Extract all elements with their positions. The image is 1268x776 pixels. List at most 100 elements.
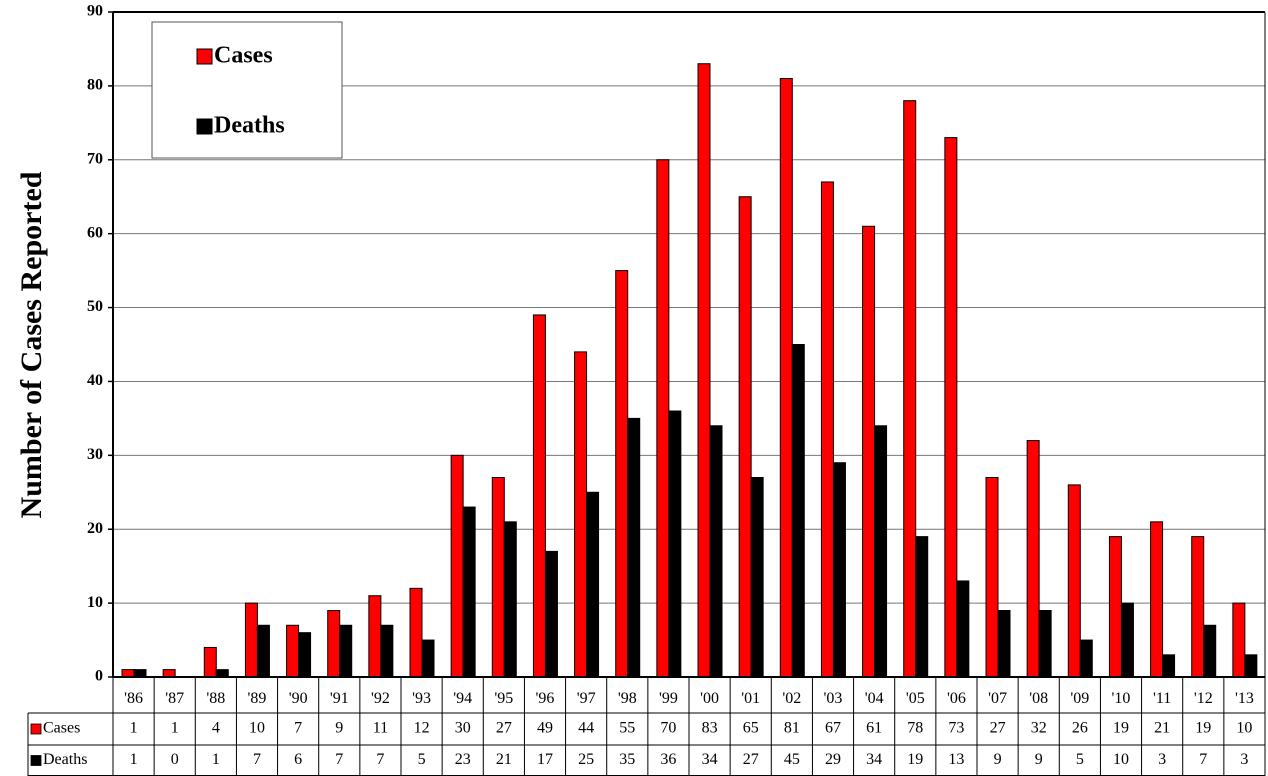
table-value: 6	[294, 751, 302, 768]
table-value: 10	[1236, 720, 1252, 737]
bar	[832, 462, 846, 678]
x-tick-label: '13	[1235, 690, 1254, 707]
bar	[1079, 639, 1093, 678]
bar	[450, 454, 464, 678]
bar	[1232, 602, 1246, 678]
table-value: 78	[907, 720, 923, 737]
bar	[256, 624, 270, 678]
table-value: 27	[990, 720, 1006, 737]
bar	[709, 425, 723, 678]
bar	[750, 477, 764, 678]
y-tick-label: 20	[87, 520, 103, 537]
bar	[1108, 536, 1122, 678]
table-value: 12	[414, 720, 430, 737]
table-value: 7	[376, 751, 384, 768]
bar	[615, 270, 629, 678]
bar	[462, 506, 476, 678]
y-tick-label: 0	[95, 668, 103, 685]
bar	[1191, 536, 1205, 678]
bar	[133, 669, 147, 678]
table-value: 11	[373, 720, 388, 737]
x-tick-label: '90	[289, 690, 308, 707]
table-legend-key	[30, 723, 42, 735]
table-value: 27	[743, 751, 759, 768]
table-value: 67	[825, 720, 841, 737]
x-tick-label: '98	[618, 690, 637, 707]
bar	[215, 669, 229, 678]
bar	[368, 595, 382, 678]
bar	[874, 425, 888, 678]
x-tick-label: '91	[330, 690, 349, 707]
table-value: 49	[537, 720, 553, 737]
table-value: 7	[335, 751, 343, 768]
table-value: 44	[578, 720, 594, 737]
y-tick-label: 80	[87, 77, 103, 94]
bar	[286, 624, 300, 678]
bar	[380, 624, 394, 678]
x-tick-label: '08	[1029, 690, 1048, 707]
x-tick-label: '94	[453, 690, 472, 707]
x-tick-label: '03	[824, 690, 843, 707]
table-value: 3	[1240, 751, 1248, 768]
table-value: 0	[171, 751, 179, 768]
y-tick-label: 40	[87, 372, 103, 389]
x-tick-label: '92	[371, 690, 390, 707]
bar	[1038, 610, 1052, 678]
table-value: 13	[948, 751, 964, 768]
bar	[1203, 624, 1217, 678]
bar	[956, 580, 970, 678]
x-tick-label: '12	[1194, 690, 1213, 707]
bar	[503, 521, 517, 678]
x-tick-label: '87	[165, 690, 184, 707]
table-value: 21	[1154, 720, 1170, 737]
bar	[1026, 440, 1040, 678]
legend-box	[151, 21, 343, 159]
x-tick-label: '06	[947, 690, 966, 707]
bar	[244, 602, 258, 678]
bar	[697, 63, 711, 678]
table-value: 30	[455, 720, 471, 737]
table-value: 9	[1035, 751, 1043, 768]
x-tick-label: '97	[577, 690, 596, 707]
table-value: 9	[335, 720, 343, 737]
table-value: 3	[1158, 751, 1166, 768]
table-value: 29	[825, 751, 841, 768]
bar	[779, 78, 793, 678]
table-value: 35	[619, 751, 635, 768]
x-tick-label: '95	[494, 690, 513, 707]
bar	[1120, 602, 1134, 678]
table-value: 83	[702, 720, 718, 737]
table-value: 1	[212, 751, 220, 768]
y-tick-label: 10	[87, 594, 103, 611]
table-value: 25	[578, 751, 594, 768]
table-value: 21	[496, 751, 512, 768]
table-value: 5	[1076, 751, 1084, 768]
y-tick-label: 60	[87, 224, 103, 241]
table-value: 73	[948, 720, 964, 737]
table-legend-key	[30, 755, 42, 766]
bar	[298, 632, 312, 678]
table-value: 19	[907, 751, 923, 768]
table-value: 9	[994, 751, 1002, 768]
table-value: 10	[249, 720, 265, 737]
bar	[409, 587, 423, 678]
table-value: 19	[1195, 720, 1211, 737]
table-value: 7	[1199, 751, 1207, 768]
bar	[532, 314, 546, 678]
bar	[327, 610, 341, 678]
x-tick-label: '09	[1070, 690, 1089, 707]
x-tick-label: '02	[782, 690, 801, 707]
x-tick-label: '07	[988, 690, 1007, 707]
table-value: 45	[784, 751, 800, 768]
table-value: 70	[660, 720, 676, 737]
table-value: 7	[253, 751, 261, 768]
bar	[738, 196, 752, 678]
table-value: 1	[130, 720, 138, 737]
bar	[668, 410, 682, 678]
bar	[985, 477, 999, 678]
bar	[903, 100, 917, 678]
table-value: 23	[455, 751, 471, 768]
bar	[656, 159, 670, 678]
bar	[1150, 521, 1164, 678]
